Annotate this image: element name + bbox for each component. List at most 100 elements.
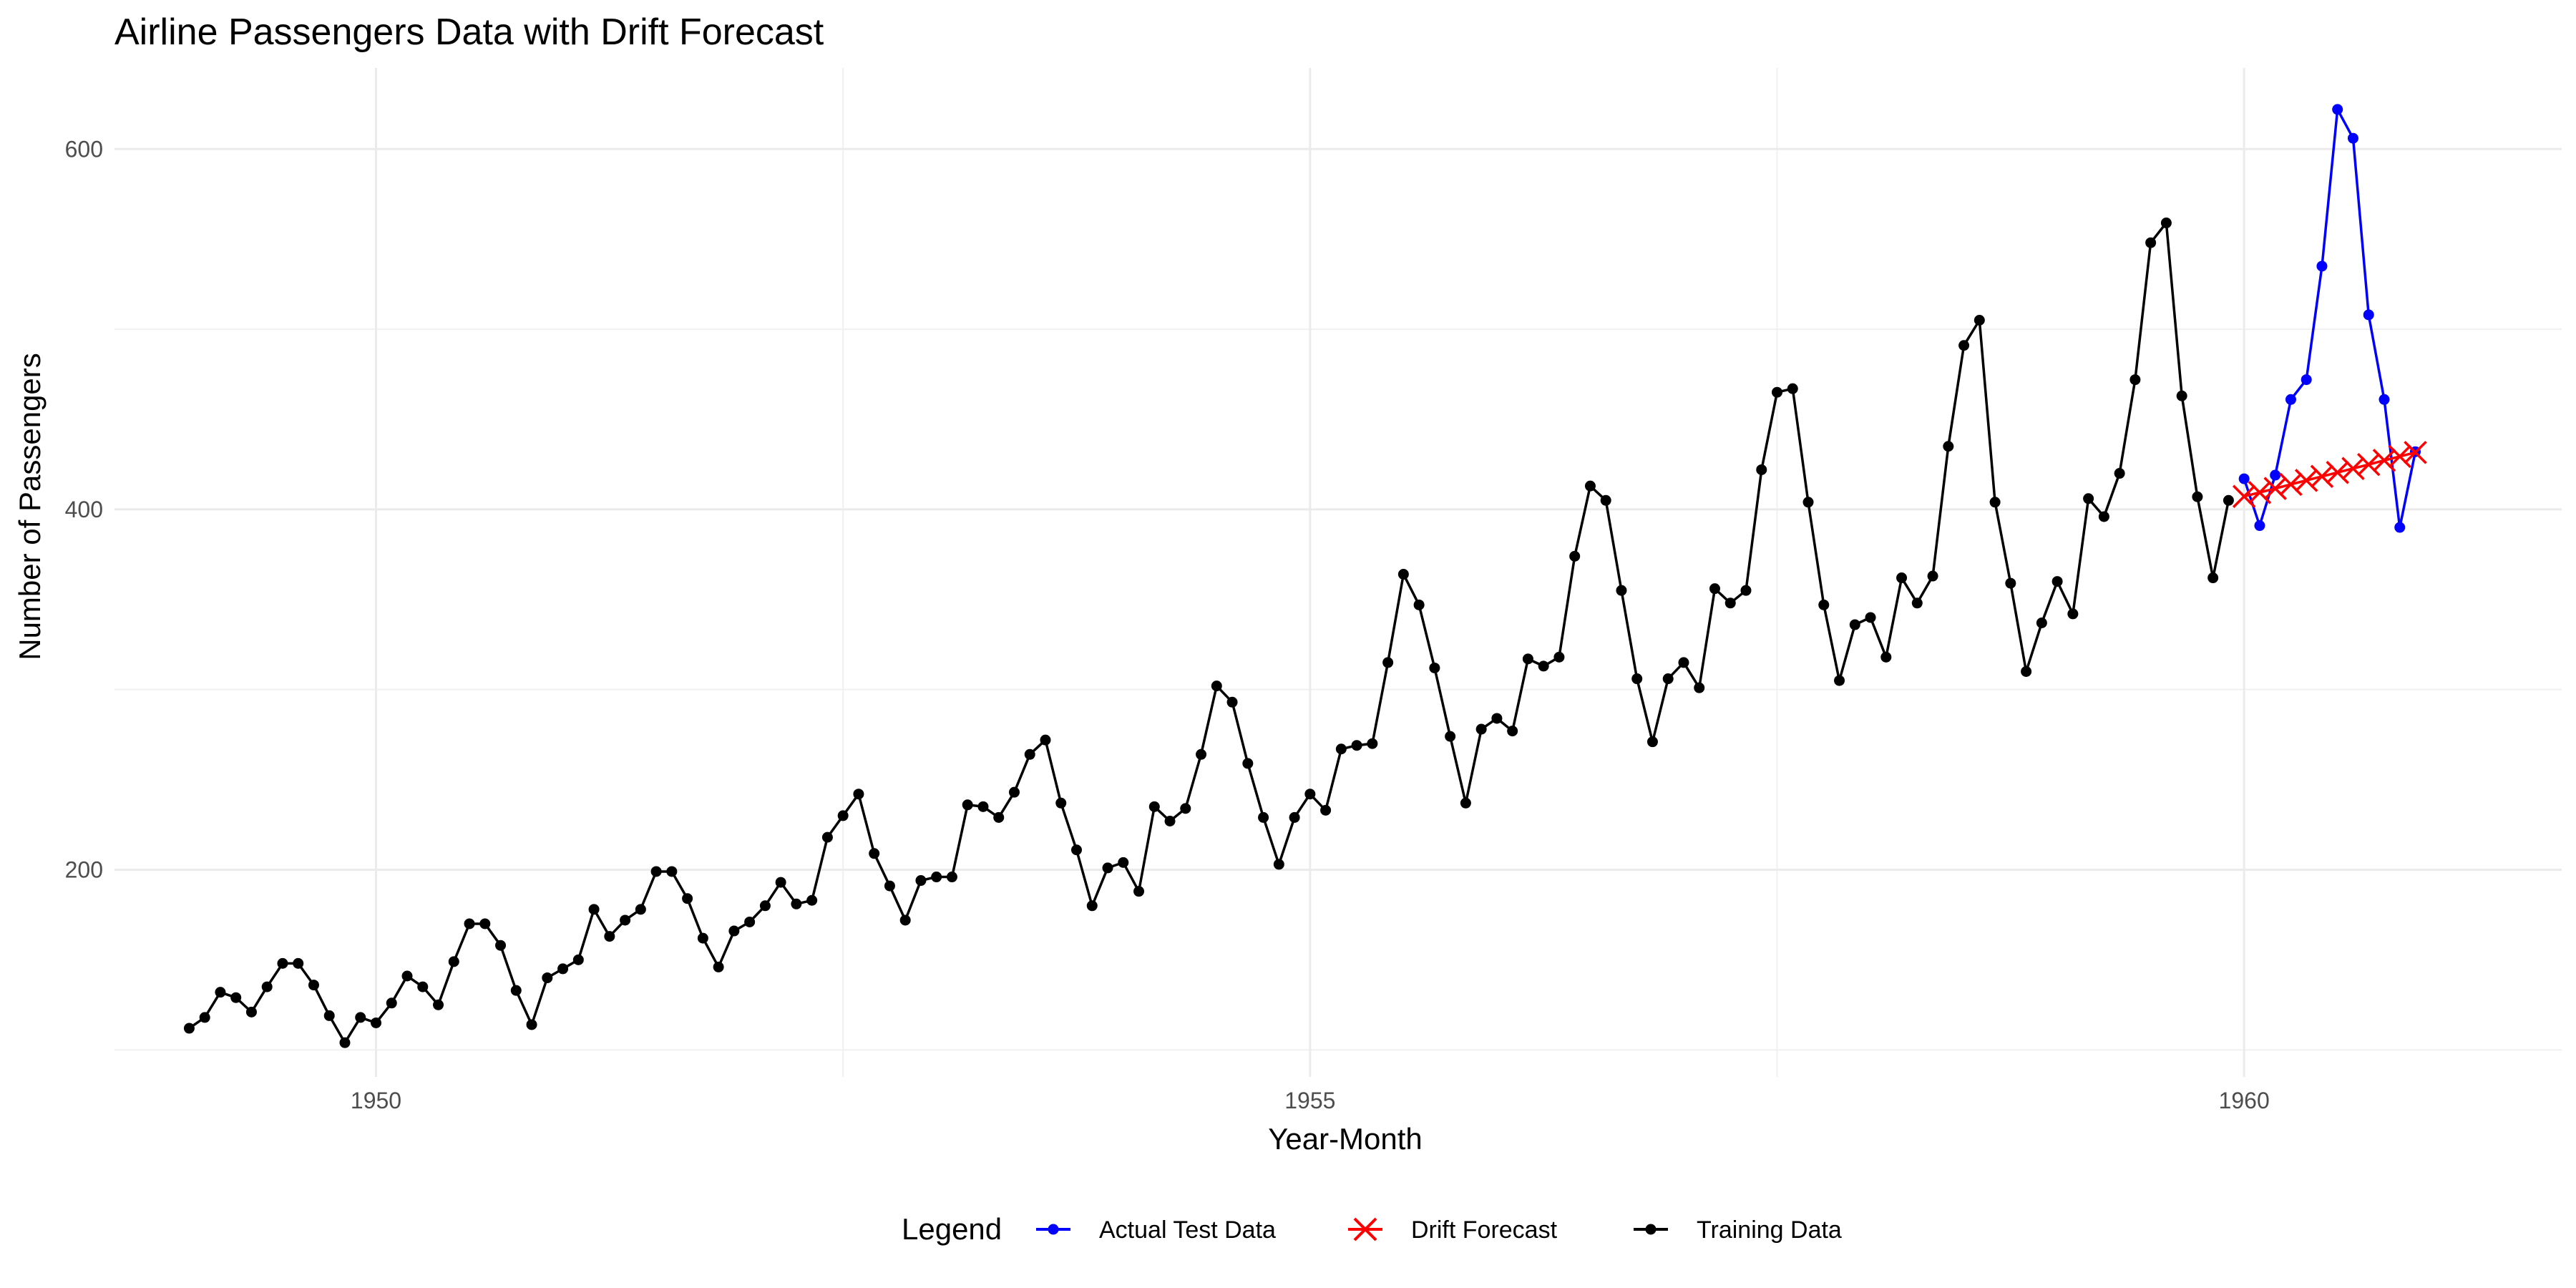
data-point-training-data <box>1211 680 1222 692</box>
data-point-drift-forecast <box>2341 457 2365 480</box>
data-point-training-data <box>1180 803 1191 814</box>
data-point-drift-forecast <box>2356 452 2381 477</box>
data-point-training-data <box>1553 651 1565 663</box>
data-point-training-data <box>853 789 864 800</box>
cross-stroke <box>2232 484 2256 508</box>
data-point-training-data <box>183 1023 195 1034</box>
data-point-training-data <box>557 963 569 975</box>
data-point-training-data <box>837 810 849 821</box>
data-point-training-data <box>1040 734 1051 746</box>
data-point-training-data <box>1273 859 1284 870</box>
data-point-actual-test-data <box>2347 132 2358 144</box>
series-drift-forecast <box>2232 441 2427 508</box>
data-point-training-data <box>1849 619 1860 630</box>
data-point-training-data <box>199 1012 210 1023</box>
cross-stroke <box>2388 444 2411 469</box>
x-tick-label: 1960 <box>2219 1088 2270 1113</box>
data-point-training-data <box>2036 618 2047 628</box>
legend-key-marker <box>1353 1217 1377 1241</box>
data-point-training-data <box>806 894 818 906</box>
data-point-training-data <box>1507 726 1518 737</box>
data-point-drift-forecast <box>2232 484 2256 508</box>
data-point-training-data <box>2067 608 2079 620</box>
cross-stroke <box>2310 464 2334 489</box>
data-point-training-data <box>588 904 600 915</box>
data-point-training-data <box>510 985 522 996</box>
y-tick-label: 600 <box>65 136 103 162</box>
data-point-training-data <box>899 914 911 926</box>
data-point-training-data <box>2005 577 2016 589</box>
data-point-training-data <box>1772 386 1783 398</box>
data-point-training-data <box>1055 797 1067 809</box>
data-point-training-data <box>1662 673 1674 685</box>
y-tick-label: 200 <box>65 857 103 882</box>
data-point-training-data <box>962 799 973 811</box>
data-point-training-data <box>1865 612 1876 623</box>
data-point-training-data <box>1382 657 1394 668</box>
data-point-training-data <box>1133 886 1145 897</box>
data-point-training-data <box>1569 550 1581 562</box>
data-point-drift-forecast <box>2388 444 2411 469</box>
data-point-training-data <box>1304 789 1316 800</box>
data-point-training-data <box>1989 497 2001 508</box>
cross-stroke <box>2404 441 2427 464</box>
data-point-training-data <box>1522 653 1533 665</box>
data-point-training-data <box>2098 511 2109 522</box>
data-point-training-data <box>791 898 802 909</box>
data-point-drift-forecast <box>2326 461 2349 484</box>
data-point-training-data <box>869 848 880 859</box>
data-point-drift-forecast <box>2263 477 2287 500</box>
data-point-training-data <box>1475 723 1487 735</box>
data-point-actual-test-data <box>2363 309 2374 321</box>
data-point-training-data <box>1724 597 1736 609</box>
x-axis-title: Year-Month <box>1268 1122 1423 1156</box>
data-point-training-data <box>542 972 553 984</box>
data-point-training-data <box>1320 804 1332 816</box>
data-point-training-data <box>1896 572 1908 584</box>
data-point-drift-forecast <box>2372 449 2396 472</box>
data-point-training-data <box>1118 857 1129 868</box>
data-point-training-data <box>666 866 678 877</box>
data-point-training-data <box>1678 657 1689 668</box>
data-point-training-data <box>1242 758 1254 769</box>
data-point-training-data <box>993 811 1005 823</box>
data-point-training-data <box>1709 583 1720 595</box>
data-point-training-data <box>1694 682 1705 693</box>
data-point-training-data <box>245 1006 257 1018</box>
data-point-training-data <box>401 970 413 982</box>
cross-stroke <box>2263 477 2287 500</box>
data-point-training-data <box>1802 497 1814 508</box>
data-point-training-data <box>1008 786 1020 798</box>
data-point-drift-forecast <box>2279 472 2303 497</box>
data-point-training-data <box>1958 340 1970 351</box>
cross-stroke <box>2294 469 2318 492</box>
data-point-training-data <box>1429 662 1440 673</box>
legend-label: Training Data <box>1697 1216 1842 1244</box>
data-point-training-data <box>1491 713 1503 724</box>
data-point-training-data <box>2160 218 2172 229</box>
series-line-actual-test-data <box>2243 108 2417 529</box>
data-point-training-data <box>1880 651 1892 663</box>
data-point-actual-test-data <box>2394 522 2406 533</box>
data-point-training-data <box>417 981 429 992</box>
legend-item-training-data: Training Data <box>1634 1216 1842 1244</box>
data-point-training-data <box>728 925 740 937</box>
x-tick-label: 1950 <box>351 1088 401 1113</box>
data-point-training-data <box>2129 374 2141 386</box>
data-point-training-data <box>1367 738 1378 749</box>
cross-stroke <box>2248 480 2272 504</box>
data-point-training-data <box>323 1010 335 1021</box>
series-line-training-data <box>188 221 2230 1044</box>
data-point-drift-forecast <box>2248 480 2272 504</box>
data-point-actual-test-data <box>2285 394 2296 405</box>
data-point-training-data <box>1584 480 1596 492</box>
data-point-training-data <box>946 872 957 883</box>
cross-stroke <box>2356 452 2381 477</box>
data-point-training-data <box>884 880 895 892</box>
y-tick-label: 400 <box>65 497 103 522</box>
data-point-training-data <box>1413 599 1425 610</box>
series-layer <box>183 104 2427 1048</box>
cross-stroke <box>1353 1217 1377 1241</box>
